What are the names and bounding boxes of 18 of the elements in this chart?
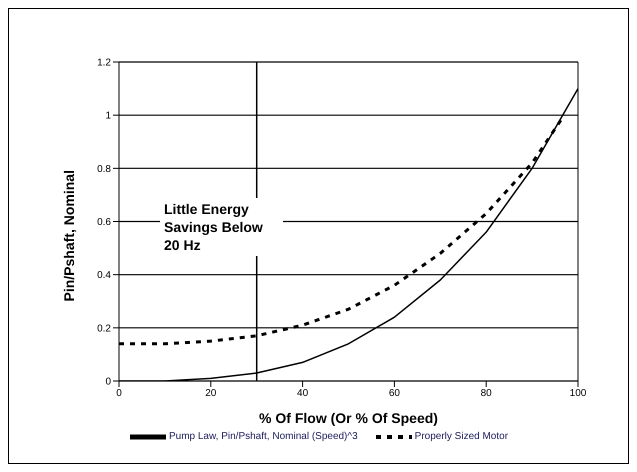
x-tick-label: 40 [297, 388, 309, 400]
legend-label: Pump Law, Pin/Pshaft, Nominal (Speed)^3 [168, 431, 358, 442]
y-tick-label: 0.2 [97, 323, 112, 334]
x-tick-label: 0 [116, 388, 122, 400]
annotation: Little Energy Savings Below 20 Hz [160, 198, 283, 256]
x-tick-label: 100 [570, 388, 587, 400]
x-tick-label: 60 [388, 388, 400, 400]
y-tick-label: 1.2 [97, 58, 112, 69]
y-axis-title: Pin/Pshaft, Nominal [60, 170, 77, 302]
y-tick-label: 0.8 [97, 164, 112, 175]
x-tick-label: 80 [480, 388, 492, 400]
x-tick-label: 20 [205, 388, 217, 400]
y-tick-label: 0.4 [97, 270, 112, 282]
y-tick-label: 0.6 [97, 217, 112, 228]
y-tick-label: 1 [105, 110, 112, 122]
y-tick-label: 0 [105, 376, 112, 388]
legend-label: Properly Sized Motor [414, 431, 508, 442]
x-axis-title: % Of Flow (Or % Of Speed) [259, 410, 438, 426]
